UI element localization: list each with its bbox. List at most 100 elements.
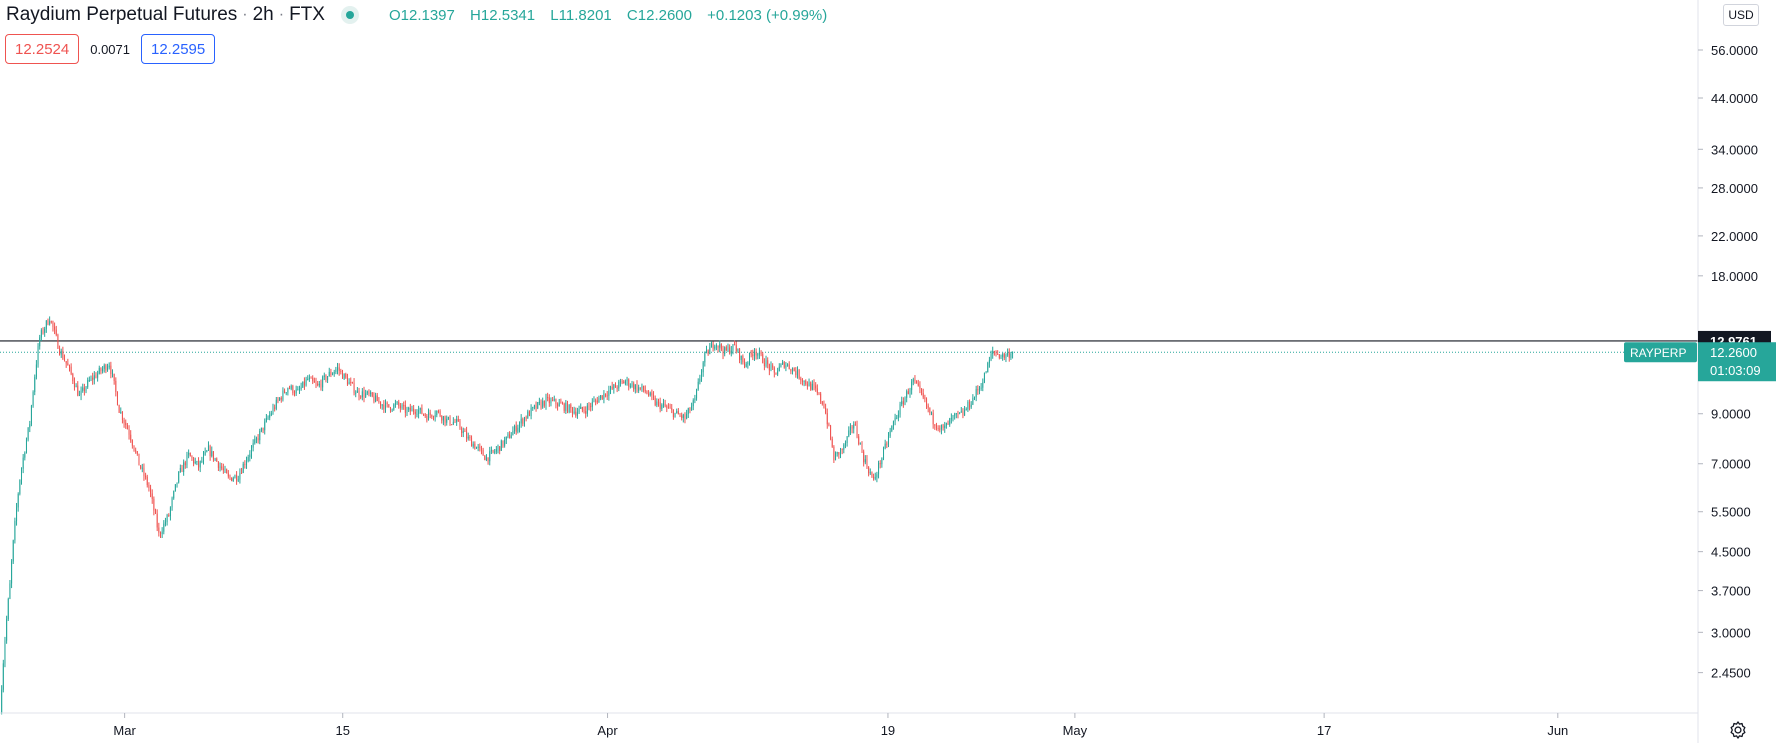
candle-body	[403, 405, 405, 407]
candle	[350, 377, 352, 386]
candle-body	[495, 449, 497, 452]
candle-body	[4, 640, 6, 664]
candle	[295, 385, 297, 396]
price-axis[interactable]: 56.0000 44.0000 34.0000 28.0000 22.0000 18.00…	[1624, 43, 1776, 681]
candle-body	[783, 362, 785, 368]
candle-body	[27, 427, 29, 440]
candle	[641, 383, 643, 392]
candle	[252, 439, 254, 452]
candle	[322, 375, 324, 392]
candle	[907, 388, 909, 395]
candle	[102, 366, 104, 374]
candle	[490, 446, 492, 455]
candle-body	[151, 493, 153, 499]
candle	[345, 372, 347, 379]
candle-body	[532, 407, 534, 409]
candle-body	[50, 321, 52, 323]
candle-body	[730, 350, 732, 354]
candle-body	[247, 457, 249, 461]
candle	[545, 393, 547, 410]
candle	[944, 421, 946, 433]
candle	[934, 424, 936, 430]
candle	[679, 413, 681, 418]
candle	[510, 432, 512, 439]
candle-body	[112, 373, 114, 375]
candle-body	[21, 468, 23, 480]
candle	[246, 456, 248, 469]
candle-body	[843, 444, 845, 450]
candle-body	[861, 443, 863, 452]
candle-body	[917, 383, 919, 386]
candle	[861, 441, 863, 454]
candle	[361, 388, 363, 401]
symbol-name[interactable]: Raydium Perpetual Futures	[6, 4, 238, 25]
currency-button[interactable]: USD	[1723, 4, 1759, 26]
candle-body	[272, 407, 274, 414]
candle-body	[241, 472, 243, 474]
candle	[839, 447, 841, 459]
candle-body	[30, 405, 32, 425]
candle	[782, 359, 784, 365]
candle-body	[462, 430, 464, 434]
plot-area[interactable]	[0, 316, 1698, 715]
candle	[189, 452, 191, 457]
candle	[548, 394, 550, 407]
candle	[274, 404, 276, 412]
candle	[676, 408, 678, 414]
candle-body	[605, 393, 607, 396]
price-tick-label: 44.0000	[1711, 91, 1758, 106]
candle	[547, 392, 549, 402]
candle-body	[590, 406, 592, 408]
candle	[674, 412, 676, 418]
candle	[272, 403, 274, 415]
candle-body	[601, 395, 603, 400]
candle-body	[788, 364, 790, 369]
candle	[793, 367, 795, 372]
candle	[512, 426, 514, 436]
candle	[528, 410, 530, 417]
time-axis[interactable]: Mar 15 Apr 19 May 17 Jun	[113, 713, 1568, 738]
candle-body	[173, 491, 175, 499]
candle	[1, 685, 3, 715]
candle-body	[426, 416, 428, 421]
candle-body	[121, 412, 123, 421]
candle	[383, 400, 385, 414]
candle-body	[62, 351, 64, 359]
candle-body	[269, 414, 271, 418]
candle-body	[360, 396, 362, 398]
candle	[21, 467, 23, 485]
candle	[692, 398, 694, 411]
candle-body	[231, 477, 233, 481]
candle-body	[887, 436, 889, 444]
candle-body	[863, 451, 865, 463]
candle-body	[328, 371, 330, 377]
candle	[340, 368, 342, 375]
candle	[629, 383, 631, 389]
candle-body	[884, 443, 886, 449]
candle-body	[444, 416, 446, 423]
candle	[393, 403, 395, 411]
candle-body	[576, 412, 578, 416]
candle	[461, 426, 463, 437]
candle-body	[950, 418, 952, 420]
candle	[373, 392, 375, 404]
candle	[155, 508, 157, 515]
candle-body	[927, 405, 929, 408]
candle-body	[897, 414, 899, 418]
candle-body	[871, 472, 873, 477]
gear-icon[interactable]	[1727, 719, 1749, 741]
candle	[19, 479, 21, 496]
interval-label[interactable]: 2h	[252, 4, 274, 25]
candle	[894, 413, 896, 426]
buy-price-button[interactable]: 12.2595	[141, 34, 216, 64]
candle-body	[370, 392, 372, 395]
candle-body	[841, 449, 843, 451]
candle-body	[808, 382, 810, 387]
sell-price-button[interactable]: 12.2524	[5, 34, 80, 64]
candle	[583, 406, 585, 414]
candle	[378, 397, 380, 404]
candle	[419, 407, 421, 414]
candle-body	[73, 381, 75, 388]
candle-body	[1, 689, 3, 713]
